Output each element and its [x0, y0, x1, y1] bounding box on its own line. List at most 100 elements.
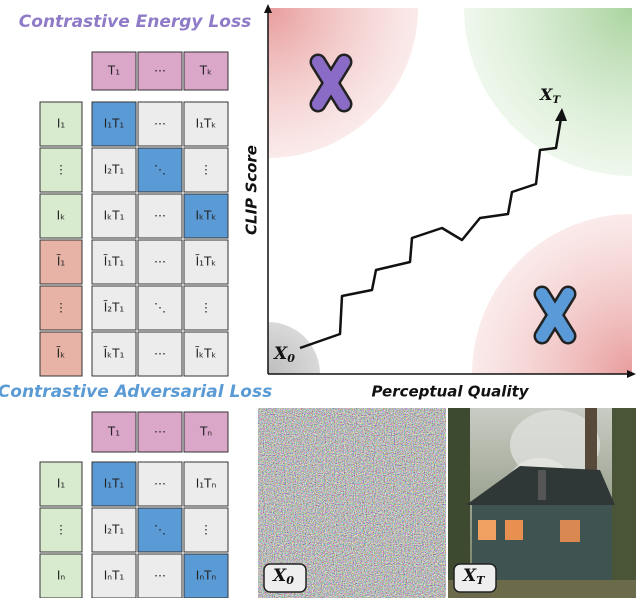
- header-text: Tₙ: [199, 425, 212, 439]
- matrix-text: ĨₖT₁: [103, 346, 125, 361]
- matrix-text: ⋮: [200, 523, 212, 537]
- matrix-text: Ĩ₁T₁: [103, 254, 125, 269]
- matrix-text: I₁T₁: [104, 117, 125, 131]
- matrix-cell: [91, 553, 137, 598]
- image-label-box: [453, 563, 497, 593]
- matrix-cell: [183, 147, 229, 193]
- row-label: Iₖ: [57, 209, 66, 223]
- matrix-cell: [137, 193, 183, 239]
- plot-regions: [268, 8, 632, 374]
- row-label-cell: [39, 193, 83, 239]
- matrix-cell: [137, 461, 183, 507]
- header-cell: [183, 411, 229, 453]
- row-label-cell: [39, 101, 83, 147]
- row-label: ⋮: [55, 523, 67, 537]
- matrix-cell: [91, 507, 137, 553]
- matrix-text: Ĩ₁Tₖ: [195, 254, 217, 269]
- image-label-box: [263, 563, 307, 593]
- matrix-cell: [137, 553, 183, 598]
- matrix-text: ⋱: [154, 163, 166, 177]
- matrix-cell: [137, 507, 183, 553]
- row-label-cell: [39, 461, 83, 507]
- header-text: ⋯: [154, 64, 166, 78]
- matrix-cell: [91, 285, 137, 331]
- matrix-text: ⋮: [200, 163, 212, 177]
- label-main: X: [539, 85, 553, 104]
- matrix-text: IₙT₁: [104, 569, 125, 583]
- label-sub: T: [476, 574, 485, 587]
- header-cell: [91, 411, 137, 453]
- image-label: X0: [272, 566, 294, 588]
- matrix-text: ⋱: [154, 301, 166, 315]
- header-text: Tₖ: [199, 64, 212, 78]
- label-sub: 0: [286, 574, 294, 587]
- row-label-cell: [39, 507, 83, 553]
- header-cell: [91, 51, 137, 91]
- label-main: X: [273, 344, 288, 364]
- label-sub: T: [552, 94, 561, 106]
- matrix-cell: [183, 285, 229, 331]
- matrix-cell: [91, 101, 137, 147]
- row-label: I₁: [57, 117, 66, 131]
- image-label: XT: [462, 566, 485, 588]
- matrix-cell: [91, 461, 137, 507]
- header-text: ⋯: [154, 425, 166, 439]
- row-label-cell: [39, 553, 83, 598]
- matrix-cell: [91, 239, 137, 285]
- matrix-text: I₁T₁: [104, 477, 125, 491]
- label-sub: 0: [287, 352, 295, 365]
- matrix-cell: [137, 101, 183, 147]
- matrix-cell: [91, 331, 137, 377]
- matrix-cell: [183, 193, 229, 239]
- matrix-cell: [137, 331, 183, 377]
- matrix-text: IₖT₁: [104, 209, 125, 223]
- matrix-text: I₂T₁: [104, 163, 125, 177]
- row-label-cell: [39, 239, 83, 285]
- matrix-cell: [183, 331, 229, 377]
- row-label: ⋮: [55, 301, 67, 315]
- matrix-text: Ĩ₂T₁: [103, 300, 125, 315]
- row-label-cell: [39, 285, 83, 331]
- matrix-text: ĨₖTₖ: [194, 346, 216, 361]
- row-label: Ĩₖ: [56, 346, 66, 361]
- row-label: Iₙ: [57, 569, 66, 583]
- row-label: Ĩ₁: [56, 254, 66, 269]
- header-cell: [137, 411, 183, 453]
- table-title: Contrastive Energy Loss: [19, 12, 251, 32]
- matrix-text: ⋯: [154, 209, 166, 223]
- matrix-text: ⋮: [200, 301, 212, 315]
- matrix-cell: [137, 147, 183, 193]
- x-marks: [309, 53, 577, 345]
- row-label: ⋮: [55, 163, 67, 177]
- header-cell: [137, 51, 183, 91]
- matrix-cell: [183, 461, 229, 507]
- matrix-cell: [91, 147, 137, 193]
- matrix-text: IₙTₙ: [196, 569, 217, 583]
- y-axis-label: CLIP Score: [243, 145, 261, 235]
- end-label: XT: [539, 85, 561, 107]
- trajectory: [299, 108, 567, 350]
- matrix-text: ⋯: [154, 347, 166, 361]
- header-cell: [183, 51, 229, 91]
- matrix-text: ⋯: [154, 569, 166, 583]
- row-label: I₁: [57, 477, 66, 491]
- table-title: Contrastive Adversarial Loss: [0, 382, 272, 402]
- matrix-text: ⋱: [154, 523, 166, 537]
- matrix-cell: [137, 239, 183, 285]
- matrix-text: I₂T₁: [104, 523, 125, 537]
- x-axis-label: Perceptual Quality: [371, 383, 529, 401]
- matrix-text: I₁Tₖ: [196, 117, 217, 131]
- axes: [264, 4, 636, 378]
- matrix-text: ⋯: [154, 477, 166, 491]
- matrix-cell: [91, 193, 137, 239]
- label-main: X: [462, 566, 477, 586]
- matrix-text: I₁Tₙ: [196, 477, 217, 491]
- matrix-cell: [137, 285, 183, 331]
- matrix-cell: [183, 553, 229, 598]
- matrix-cell: [183, 239, 229, 285]
- matrix-cell: [183, 507, 229, 553]
- matrix-text: ⋯: [154, 255, 166, 269]
- header-text: T₁: [107, 64, 120, 78]
- header-text: T₁: [107, 425, 120, 439]
- row-label-cell: [39, 147, 83, 193]
